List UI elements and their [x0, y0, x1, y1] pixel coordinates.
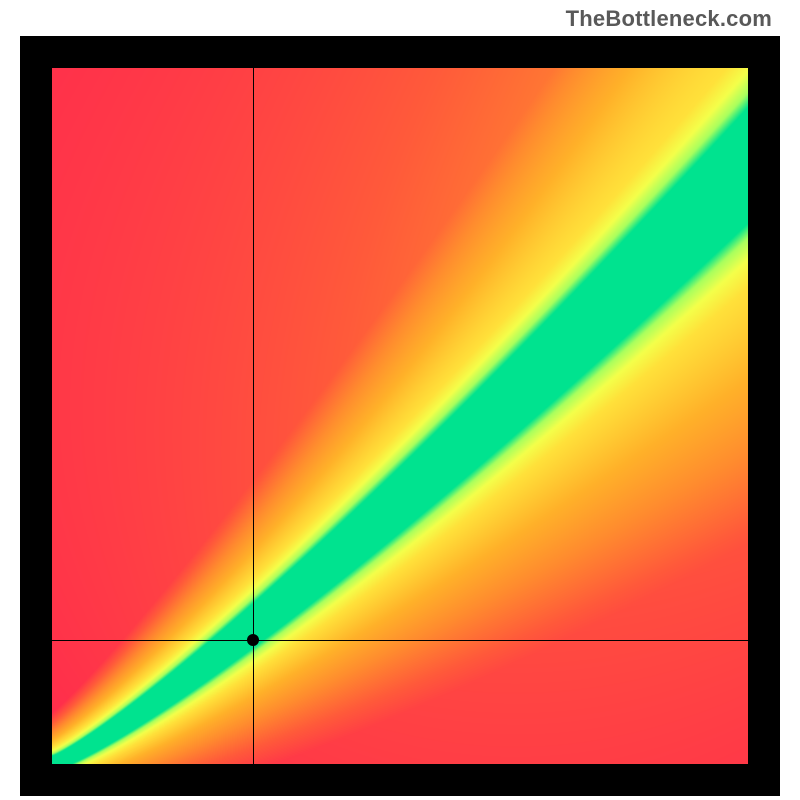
watermark-text: TheBottleneck.com [566, 6, 772, 32]
crosshair-horizontal [52, 640, 748, 641]
marker-dot [247, 634, 259, 646]
heatmap-canvas [52, 68, 748, 764]
crosshair-vertical [253, 68, 254, 764]
